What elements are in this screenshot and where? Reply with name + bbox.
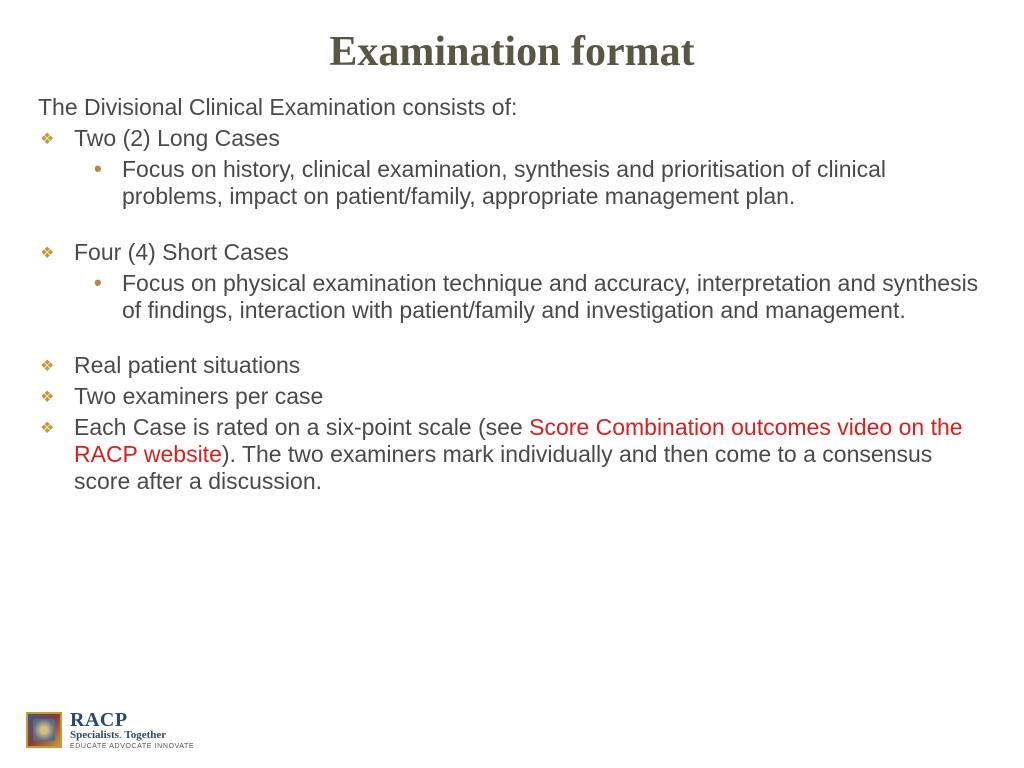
sub-item: • Focus on physical examination techniqu… — [74, 270, 984, 324]
slide-title: Examination format — [0, 0, 1024, 94]
diamond-icon: ❖ — [40, 420, 54, 439]
item-label: Four (4) Short Cases — [74, 239, 289, 265]
item-label: Two examiners per case — [74, 383, 323, 409]
list-item: ❖ Two (2) Long Cases • Focus on history,… — [38, 125, 984, 210]
footer-logo: RACP Specialists. Together EDUCATE ADVOC… — [26, 710, 194, 750]
logo-tagline: Specialists. Together — [70, 730, 194, 741]
dot-icon: • — [94, 156, 102, 182]
dot-icon: • — [94, 270, 102, 296]
list-item: ❖ Four (4) Short Cases • Focus on physic… — [38, 239, 984, 324]
sub-text: Focus on history, clinical examination, … — [122, 156, 886, 209]
intro-text: The Divisional Clinical Examination cons… — [38, 94, 984, 121]
crest-icon — [26, 712, 62, 748]
item-label: Two (2) Long Cases — [74, 125, 280, 151]
item-label: Real patient situations — [74, 352, 300, 378]
sub-item: • Focus on history, clinical examination… — [74, 156, 984, 210]
logo-text-block: RACP Specialists. Together EDUCATE ADVOC… — [70, 710, 194, 750]
diamond-icon: ❖ — [40, 358, 54, 377]
logo-motto: EDUCATE ADVOCATE INNOVATE — [70, 743, 194, 750]
item-label-pre: Each Case is rated on a six-point scale … — [74, 414, 529, 440]
list-item: ❖ Each Case is rated on a six-point scal… — [38, 414, 984, 495]
diamond-icon: ❖ — [40, 131, 54, 150]
sub-list: • Focus on history, clinical examination… — [74, 156, 984, 210]
slide-content: The Divisional Clinical Examination cons… — [0, 94, 1024, 496]
main-list: ❖ Two (2) Long Cases • Focus on history,… — [38, 125, 984, 495]
logo-name: RACP — [70, 710, 194, 730]
diamond-icon: ❖ — [40, 245, 54, 264]
sub-list: • Focus on physical examination techniqu… — [74, 270, 984, 324]
diamond-icon: ❖ — [40, 389, 54, 408]
list-item: ❖ Real patient situations — [38, 352, 984, 379]
list-item: ❖ Two examiners per case — [38, 383, 984, 410]
sub-text: Focus on physical examination technique … — [122, 270, 978, 323]
